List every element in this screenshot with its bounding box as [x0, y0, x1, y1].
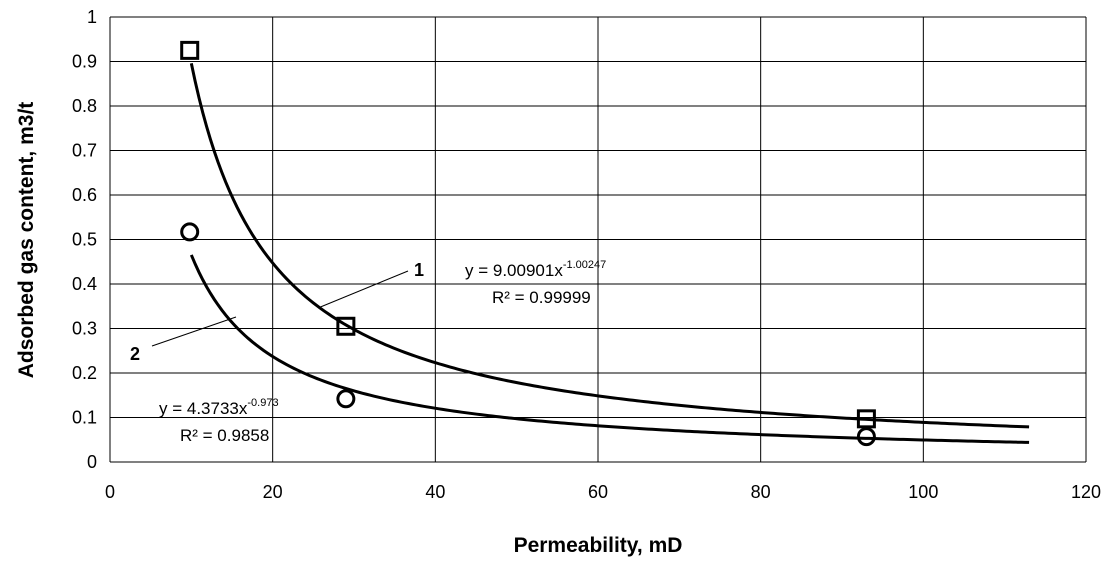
x-tick-label: 0 [105, 482, 115, 502]
leader-line-2 [151, 316, 237, 347]
square-marker [180, 40, 200, 60]
y-tick-label: 0.1 [72, 408, 97, 428]
y-tick-label: 0.8 [72, 96, 97, 116]
x-tick-label: 80 [751, 482, 771, 502]
x-axis-title: Permeability, mD [514, 534, 683, 557]
x-tick-label: 40 [425, 482, 445, 502]
y-tick-label: 0.4 [72, 274, 97, 294]
equation-2-exponent: -0.973 [247, 397, 278, 409]
y-tick-label: 1 [87, 7, 97, 27]
leader-line-1 [317, 270, 409, 309]
equation-1-exponent: -1.00247 [563, 259, 606, 271]
square-marker [336, 316, 356, 336]
trendline-1 [189, 63, 1030, 429]
equation-2-base: y = 4.3733x [159, 399, 248, 418]
equation-2: y = 4.3733x-0.973 [159, 397, 279, 418]
curve-label-1: 1 [414, 260, 424, 280]
data-markers [180, 40, 876, 447]
square-marker [856, 409, 876, 429]
circle-marker [180, 222, 200, 242]
x-tick-label: 120 [1071, 482, 1101, 502]
x-tick-label: 60 [588, 482, 608, 502]
y-tick-label: 0 [87, 452, 97, 472]
r2-1: R² = 0.99999 [492, 288, 591, 307]
circle-marker [856, 427, 876, 447]
tick-labels: 0 0.1 0.2 0.3 0.4 0.5 0.6 0.7 0.8 0.9 1 0 20 40 60 80 10… [72, 7, 1101, 502]
trendlines [189, 63, 1030, 444]
curve-label-2: 2 [130, 344, 140, 364]
y-tick-label: 0.3 [72, 319, 97, 339]
equation-1-base: y = 9.00901x [465, 261, 563, 280]
y-tick-label: 0.7 [72, 141, 97, 161]
y-tick-label: 0.6 [72, 185, 97, 205]
gridlines [109, 16, 1087, 463]
circle-marker [336, 389, 356, 409]
x-tick-label: 100 [908, 482, 938, 502]
trendline-2 [189, 254, 1030, 444]
y-tick-label: 0.5 [72, 230, 97, 250]
y-axis-title: Adsorbed gas content, m3/t [15, 102, 38, 379]
x-tick-label: 20 [263, 482, 283, 502]
r2-2: R² = 0.9858 [180, 426, 269, 445]
y-tick-label: 0.9 [72, 52, 97, 72]
equation-1: y = 9.00901x-1.00247 [465, 259, 606, 280]
y-tick-label: 0.2 [72, 363, 97, 383]
